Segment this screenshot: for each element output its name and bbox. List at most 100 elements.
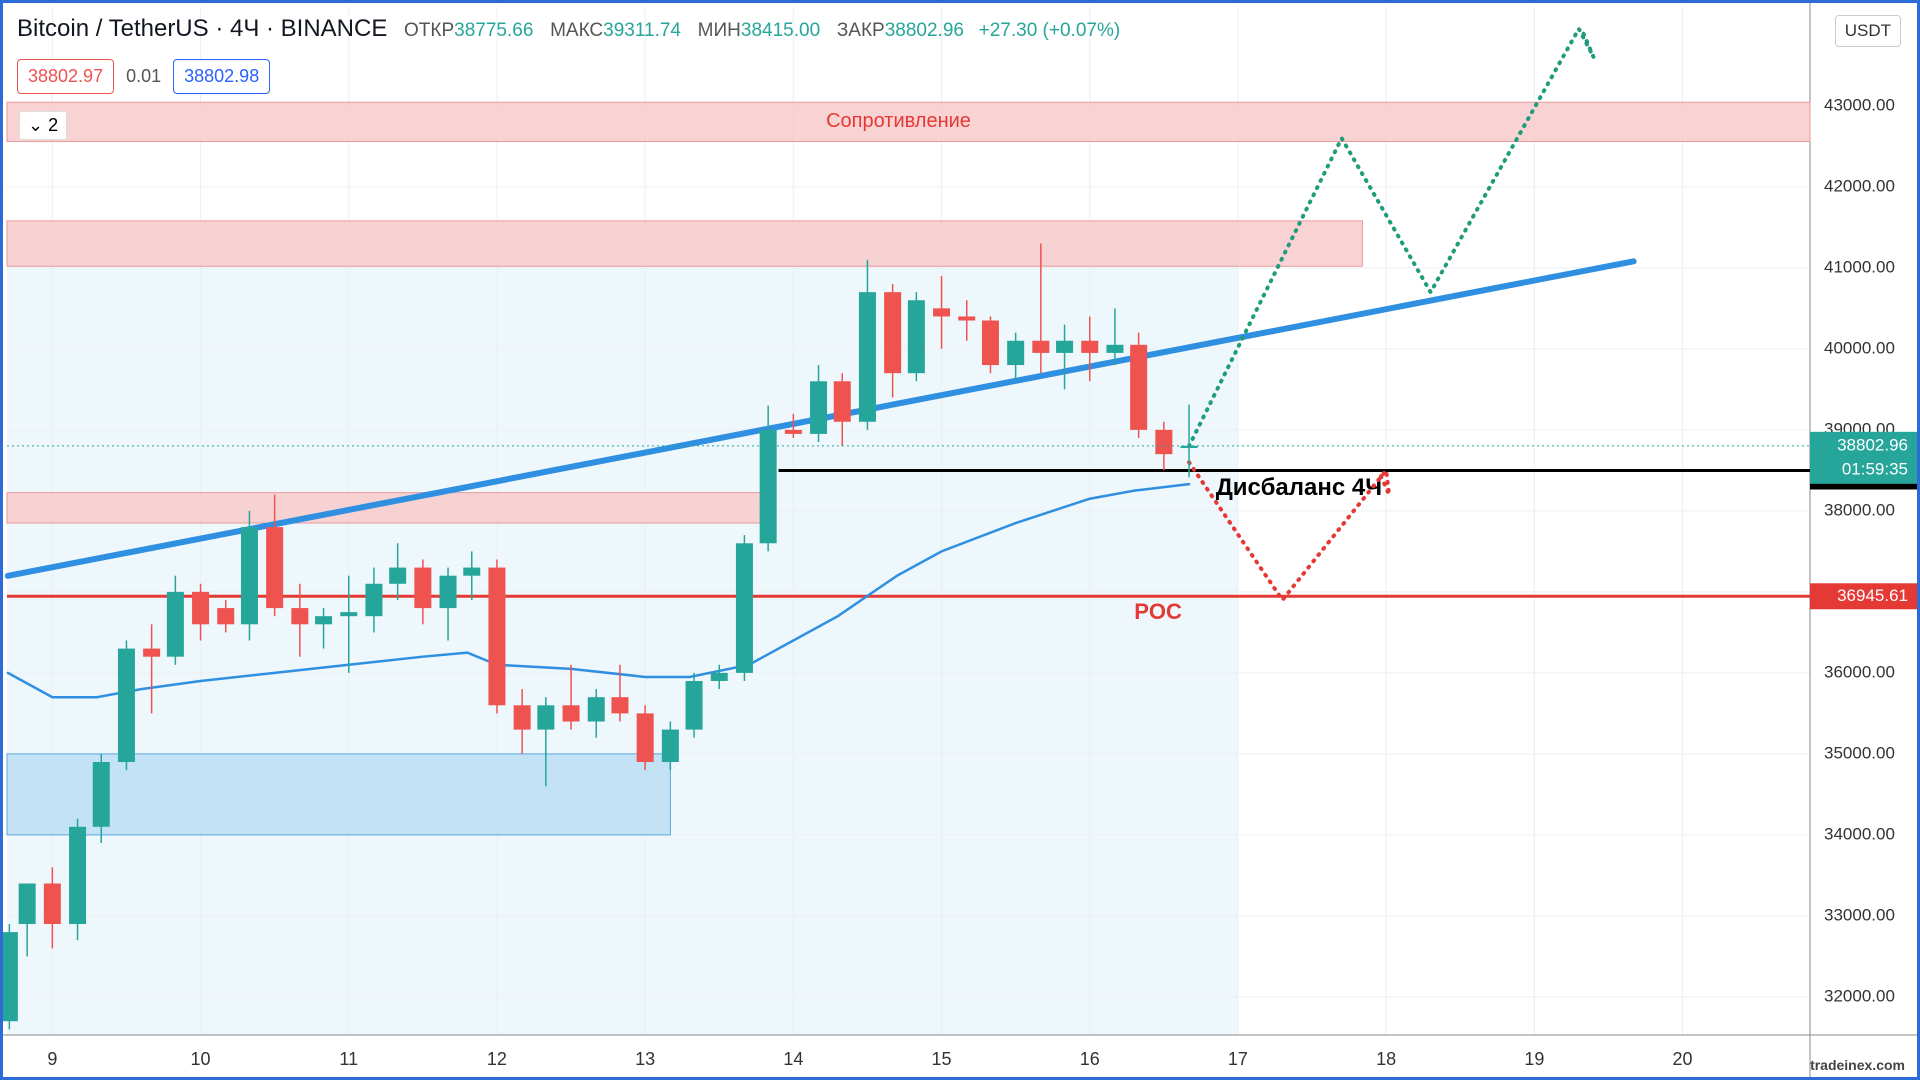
candle-body bbox=[562, 705, 580, 722]
candle-body bbox=[759, 429, 777, 544]
candle-body bbox=[1130, 344, 1148, 430]
candle-body bbox=[636, 713, 654, 763]
candle-body bbox=[661, 729, 679, 763]
candle-body bbox=[3, 932, 18, 1022]
candle-body bbox=[1106, 344, 1124, 353]
level-label: Дисбаланс 4Ч bbox=[1216, 474, 1382, 501]
candle-body bbox=[981, 320, 999, 366]
candle-body bbox=[933, 308, 951, 317]
y-tick-label: 32000.00 bbox=[1824, 986, 1895, 1005]
x-tick-label: 9 bbox=[47, 1049, 57, 1069]
candle-body bbox=[1081, 340, 1099, 353]
y-tick-label: 33000.00 bbox=[1824, 905, 1895, 924]
x-tick-label: 15 bbox=[932, 1049, 952, 1069]
candle-body bbox=[166, 591, 184, 657]
x-tick-label: 14 bbox=[783, 1049, 803, 1069]
symbol-title: Bitcoin / TetherUS · 4Ч · BINANCE bbox=[17, 15, 388, 42]
x-tick-label: 13 bbox=[635, 1049, 655, 1069]
candle-body bbox=[784, 429, 802, 434]
candle-body bbox=[340, 612, 358, 617]
countdown: 01:59:35 bbox=[1842, 459, 1908, 478]
ohlc-value: 39311.74 bbox=[603, 20, 681, 41]
candle-body bbox=[1007, 340, 1025, 366]
quote-panel: 38802.97 0.01 38802.98 bbox=[17, 59, 271, 94]
zone bbox=[6, 220, 1363, 267]
zone bbox=[6, 101, 1811, 142]
candle-body bbox=[117, 648, 135, 763]
candle-body bbox=[537, 705, 555, 730]
spread: 0.01 bbox=[126, 66, 162, 86]
candle-body bbox=[365, 583, 383, 617]
ohlc-label: МАКС bbox=[550, 20, 604, 41]
forecast-line bbox=[1187, 24, 1596, 449]
x-tick-label: 18 bbox=[1376, 1049, 1396, 1069]
candle-body bbox=[1180, 445, 1198, 449]
layers-toggle[interactable]: ⌄ 2 bbox=[19, 111, 68, 140]
candle-body bbox=[907, 300, 925, 374]
candle-body bbox=[192, 591, 210, 625]
candle-body bbox=[884, 292, 902, 374]
candle-body bbox=[266, 527, 284, 609]
candle-body bbox=[513, 705, 531, 730]
ohlc-value: 38415.00 bbox=[740, 20, 821, 41]
price-tag bbox=[1810, 583, 1917, 610]
y-tick-label: 40000.00 bbox=[1824, 338, 1895, 357]
trend-line bbox=[6, 482, 1191, 699]
chart: 32000.00 33000.00 34000.00 35000.00 36000.00… bbox=[3, 3, 1917, 1077]
symbol-header: Bitcoin / TetherUS · 4Ч · BINANCE ОТКР38… bbox=[17, 15, 1120, 43]
candle-body bbox=[92, 762, 110, 827]
candle-body bbox=[710, 672, 728, 681]
x-tick-label: 16 bbox=[1080, 1049, 1100, 1069]
candle-body bbox=[463, 567, 481, 576]
buy-button[interactable]: 38802.98 bbox=[173, 59, 271, 94]
ohlc-value: 38775.66 bbox=[454, 20, 534, 41]
candle-body bbox=[315, 616, 333, 625]
candle-body bbox=[958, 316, 976, 321]
y-tick-label: 38000.00 bbox=[1824, 500, 1895, 519]
y-tick-label: 41000.00 bbox=[1824, 257, 1895, 276]
price-tag bbox=[1810, 431, 1917, 484]
watermark: tradeinex.com bbox=[1810, 1057, 1905, 1073]
x-tick-label: 12 bbox=[487, 1049, 507, 1069]
ohlc-value: 38802.96 bbox=[884, 20, 964, 41]
price-tag-label: 38802.96 bbox=[1837, 435, 1908, 454]
level-label: POC bbox=[1134, 599, 1182, 624]
candle-body bbox=[858, 292, 876, 422]
candle-body bbox=[43, 883, 61, 925]
x-tick-label: 11 bbox=[339, 1049, 358, 1069]
candle-body bbox=[1032, 340, 1050, 353]
y-tick-label: 43000.00 bbox=[1824, 95, 1895, 114]
candle-body bbox=[685, 680, 703, 730]
candle-body bbox=[1155, 429, 1173, 455]
ohlc-label: ОТКР bbox=[404, 20, 455, 41]
candle-body bbox=[69, 826, 87, 925]
candle-body bbox=[1056, 340, 1074, 353]
x-tick-label: 17 bbox=[1228, 1049, 1248, 1069]
candle-body bbox=[240, 527, 258, 625]
forecast-line bbox=[1187, 460, 1392, 604]
candle-body bbox=[833, 381, 851, 422]
sell-button[interactable]: 38802.97 bbox=[17, 59, 115, 94]
candle-body bbox=[414, 567, 432, 609]
y-tick-label: 34000.00 bbox=[1824, 824, 1895, 843]
layers-count: 2 bbox=[48, 115, 59, 135]
candle-body bbox=[18, 883, 36, 925]
x-tick-label: 10 bbox=[191, 1049, 211, 1069]
ohlc-label: МИН bbox=[697, 20, 741, 41]
change: +27.30 (+0.07%) bbox=[978, 20, 1121, 41]
currency-button[interactable]: USDT bbox=[1834, 15, 1901, 47]
candle-body bbox=[439, 575, 457, 609]
candle-body bbox=[291, 608, 309, 625]
candle-body bbox=[389, 567, 407, 584]
x-tick-label: 20 bbox=[1673, 1049, 1693, 1069]
zone bbox=[6, 492, 762, 524]
y-tick-label: 35000.00 bbox=[1824, 743, 1895, 762]
ohlc-label: ЗАКР bbox=[836, 20, 885, 41]
candle-body bbox=[217, 608, 235, 625]
y-tick-label: 42000.00 bbox=[1824, 176, 1895, 195]
profile-background bbox=[7, 227, 1238, 1036]
x-tick-label: 19 bbox=[1524, 1049, 1544, 1069]
price-tag-label: 36945.61 bbox=[1837, 586, 1908, 605]
candle-body bbox=[143, 648, 161, 657]
